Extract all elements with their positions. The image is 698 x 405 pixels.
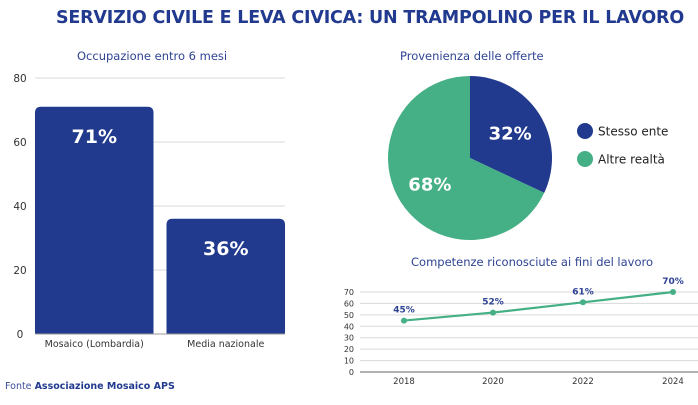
bar-chart-title: Occupazione entro 6 mesi [77,49,228,63]
source-prefix: Fonte [5,381,32,392]
y-tick-label: 80 [13,73,26,85]
line-point [670,289,676,295]
line-chart-title: Competenze riconosciute ai fini del lavo… [411,255,654,269]
source-note: Fonte Associazione Mosaico APS [5,381,175,392]
x-tick-label: 2020 [482,377,504,387]
y-tick-label: 60 [13,137,26,149]
y-tick-label: 50 [344,311,354,320]
page-title: SERVIZIO CIVILE E LEVA CIVICA: UN TRAMPO… [56,8,684,28]
x-tick-label: 2022 [572,377,594,387]
source-name: Associazione Mosaico APS [34,381,175,392]
legend-swatch [577,123,593,139]
line-series [403,290,674,322]
x-tick-label: Media nazionale [187,339,264,350]
legend-label: Altre realtà [598,153,665,167]
y-tick-label: 0 [17,329,24,341]
y-tick-label: 70 [344,288,354,297]
pie-chart: 32% Stesso ente 68% Altre realtà [387,75,668,240]
pie-chart-title: Provenienza delle offerte [400,49,544,63]
line-chart: 0 10 20 30 40 50 60 70 45% 2018 52% 2020 61% 2022 70% 2… [344,277,698,387]
bar [35,106,154,334]
bar-data-label: 71% [72,126,117,148]
y-tick-label: 0 [349,368,354,377]
line-data-label: 45% [393,306,415,316]
pie-slice [470,76,552,193]
line-data-label: 52% [482,298,504,308]
x-tick-label: Mosaico (Lombardia) [45,339,144,350]
y-tick-label: 20 [13,265,26,277]
pie-data-label: 32% [489,124,532,145]
legend-swatch [577,151,593,167]
bar [166,218,285,334]
y-tick-label: 60 [344,299,354,308]
legend-label: Stesso ente [598,125,668,139]
y-tick-label: 20 [344,345,354,354]
line-point [580,299,586,306]
pie-data-label: 68% [408,174,451,195]
x-tick-label: 2024 [662,377,684,387]
bar-chart: 0 20 40 60 80 71% Mosaico (Lombardia) 36% Media … [13,73,285,350]
bar-data-label: 36% [203,238,248,260]
line-point [490,309,496,316]
y-tick-label: 10 [344,357,354,366]
line-point [401,317,407,324]
line-data-label: 61% [572,287,594,297]
y-tick-label: 40 [344,322,354,331]
y-tick-label: 30 [344,334,354,343]
line-data-label: 70% [662,277,684,287]
pie-slice [387,75,545,240]
y-tick-label: 40 [13,201,26,213]
x-tick-label: 2018 [393,377,415,387]
